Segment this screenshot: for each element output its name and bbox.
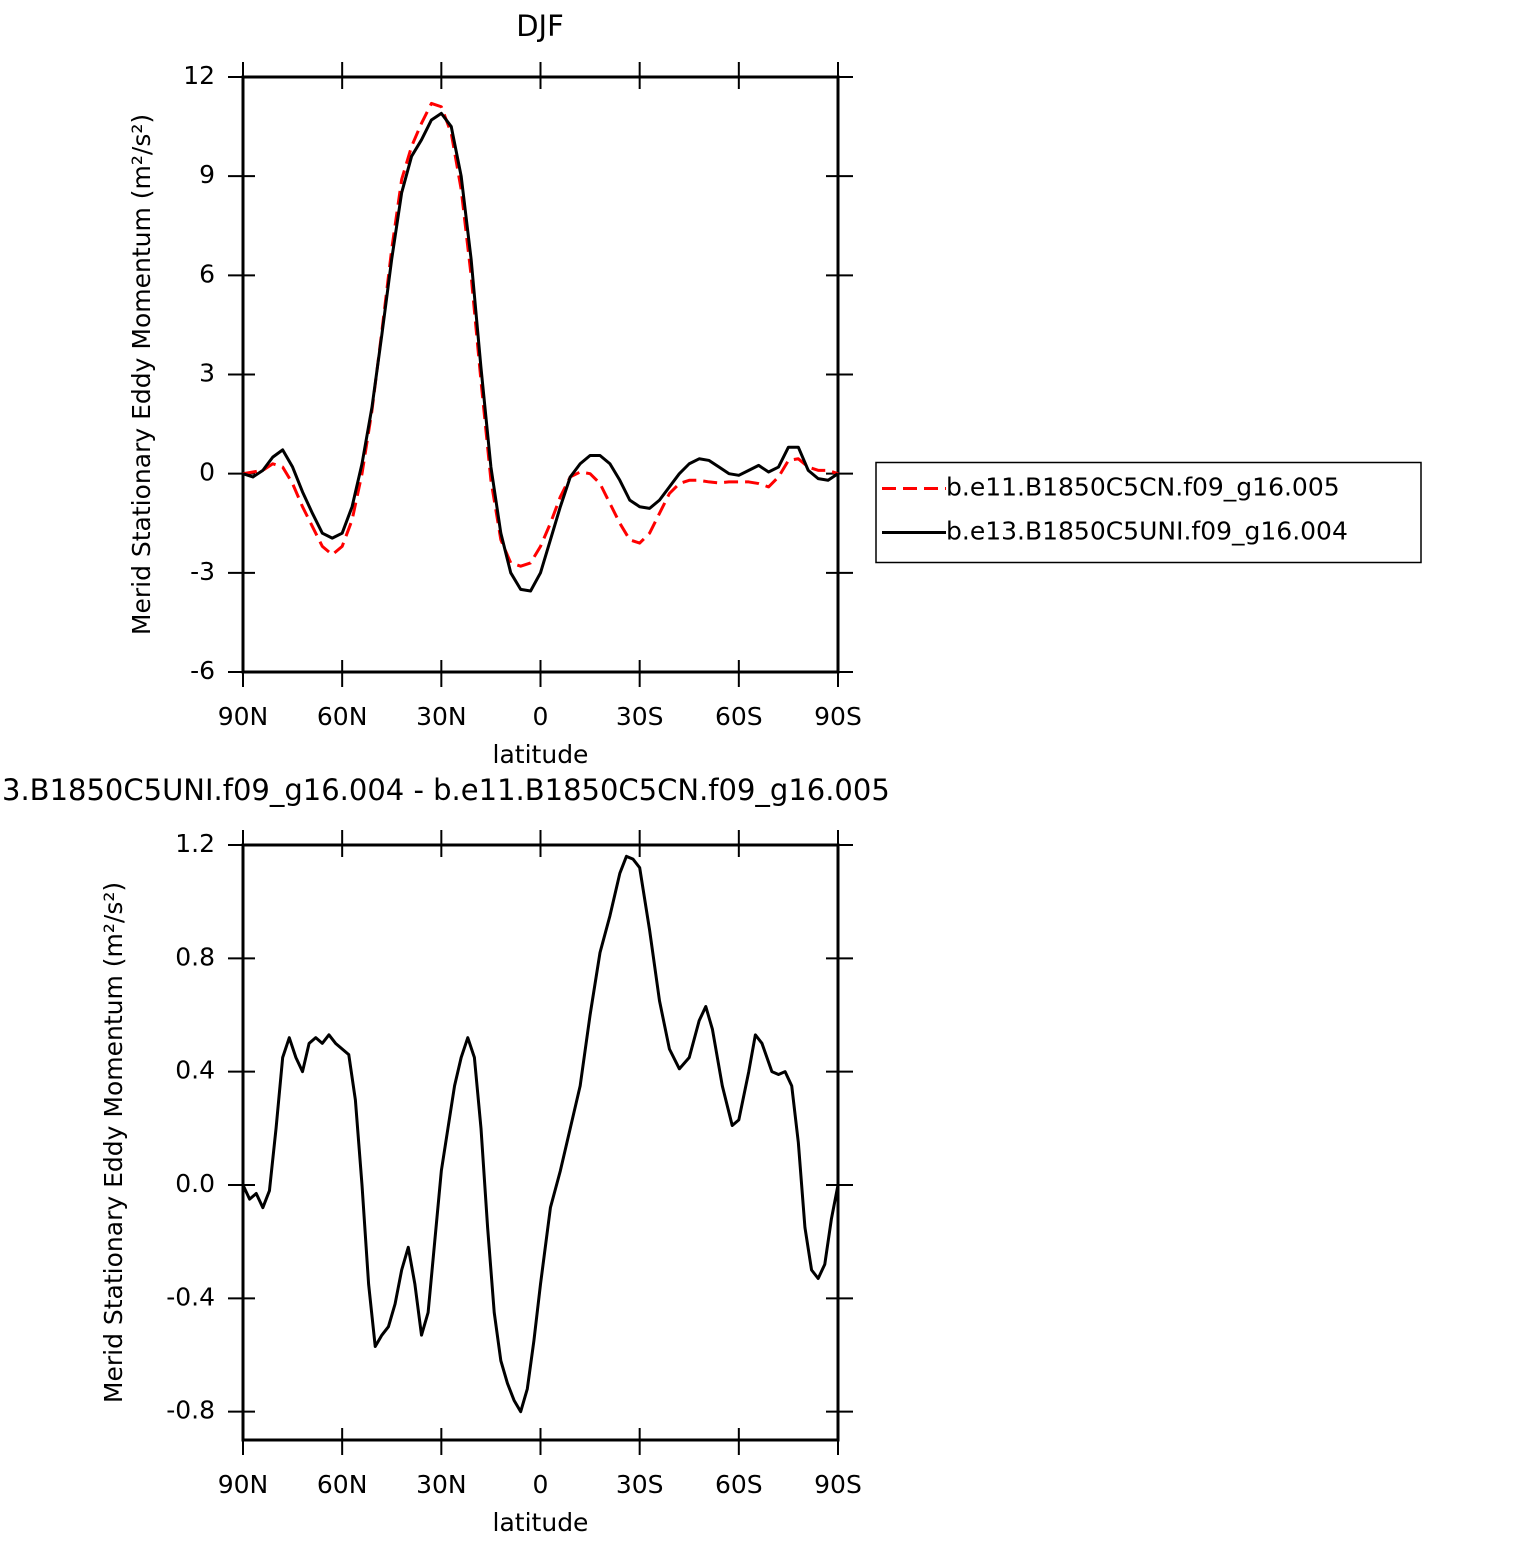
y-tick-label: 12	[183, 61, 215, 90]
x-tick-label: 30S	[616, 1470, 664, 1499]
x-tick-label: 30N	[416, 1470, 467, 1499]
data-line	[242, 111, 839, 593]
x-tick-label: 30S	[616, 702, 664, 731]
chart-panel: 3.B1850C5UNI.f09_g16.004 - b.e11.B1850C5…	[2, 773, 890, 1537]
plot-frame	[241, 75, 840, 674]
plot-frame	[241, 843, 840, 1442]
y-tick-label: 0	[199, 458, 215, 487]
y-tick-label: -6	[190, 656, 215, 685]
y-tick-label: -3	[190, 557, 215, 586]
legend-label: b.e11.B1850C5CN.f09_g16.005	[946, 473, 1340, 502]
y-tick-label: 3	[199, 359, 215, 388]
y-tick-label: 9	[199, 160, 215, 189]
y-tick-label: -0.4	[166, 1282, 215, 1311]
y-tick-label: 0.8	[175, 942, 215, 971]
x-tick-label: 90N	[218, 702, 269, 731]
legend-label: b.e13.B1850C5UNI.f09_g16.004	[946, 517, 1348, 546]
y-axis-label: Merid Stationary Eddy Momentum (m²/s²)	[99, 882, 128, 1403]
x-tick-label: 0	[533, 702, 549, 731]
x-tick-label: 30N	[416, 702, 467, 731]
y-tick-label: 0.0	[175, 1169, 215, 1198]
x-tick-label: 60N	[317, 702, 368, 731]
x-tick-label: 90S	[814, 1470, 862, 1499]
x-tick-label: 90N	[218, 1470, 269, 1499]
data-line	[241, 854, 840, 1414]
x-axis-label: latitude	[493, 740, 589, 769]
x-tick-label: 60S	[715, 702, 763, 731]
legend: b.e11.B1850C5CN.f09_g16.005 b.e13.B1850C5…	[875, 461, 1422, 564]
y-tick-label: 6	[199, 259, 215, 288]
y-tick-label: 0.4	[175, 1056, 215, 1085]
y-tick-label: -0.8	[166, 1396, 215, 1425]
data-line	[242, 101, 839, 568]
legend-frame	[875, 461, 1422, 564]
y-tick-label: 1.2	[175, 829, 215, 858]
x-tick-label: 60S	[715, 1470, 763, 1499]
chart-title: 3.B1850C5UNI.f09_g16.004 - b.e11.B1850C5…	[2, 773, 890, 807]
x-tick-label: 0	[533, 1470, 549, 1499]
x-axis-label: latitude	[493, 1508, 589, 1537]
x-tick-label: 90S	[814, 702, 862, 731]
y-axis-label: Merid Stationary Eddy Momentum (m²/s²)	[127, 114, 156, 635]
chart-panel: DJF -6 -3 0 3 6 9 12 90N 60N 30N 0 30S 60S 90S latitude…	[127, 9, 1422, 769]
x-tick-label: 60N	[317, 1470, 368, 1499]
chart-title: DJF	[516, 9, 564, 43]
